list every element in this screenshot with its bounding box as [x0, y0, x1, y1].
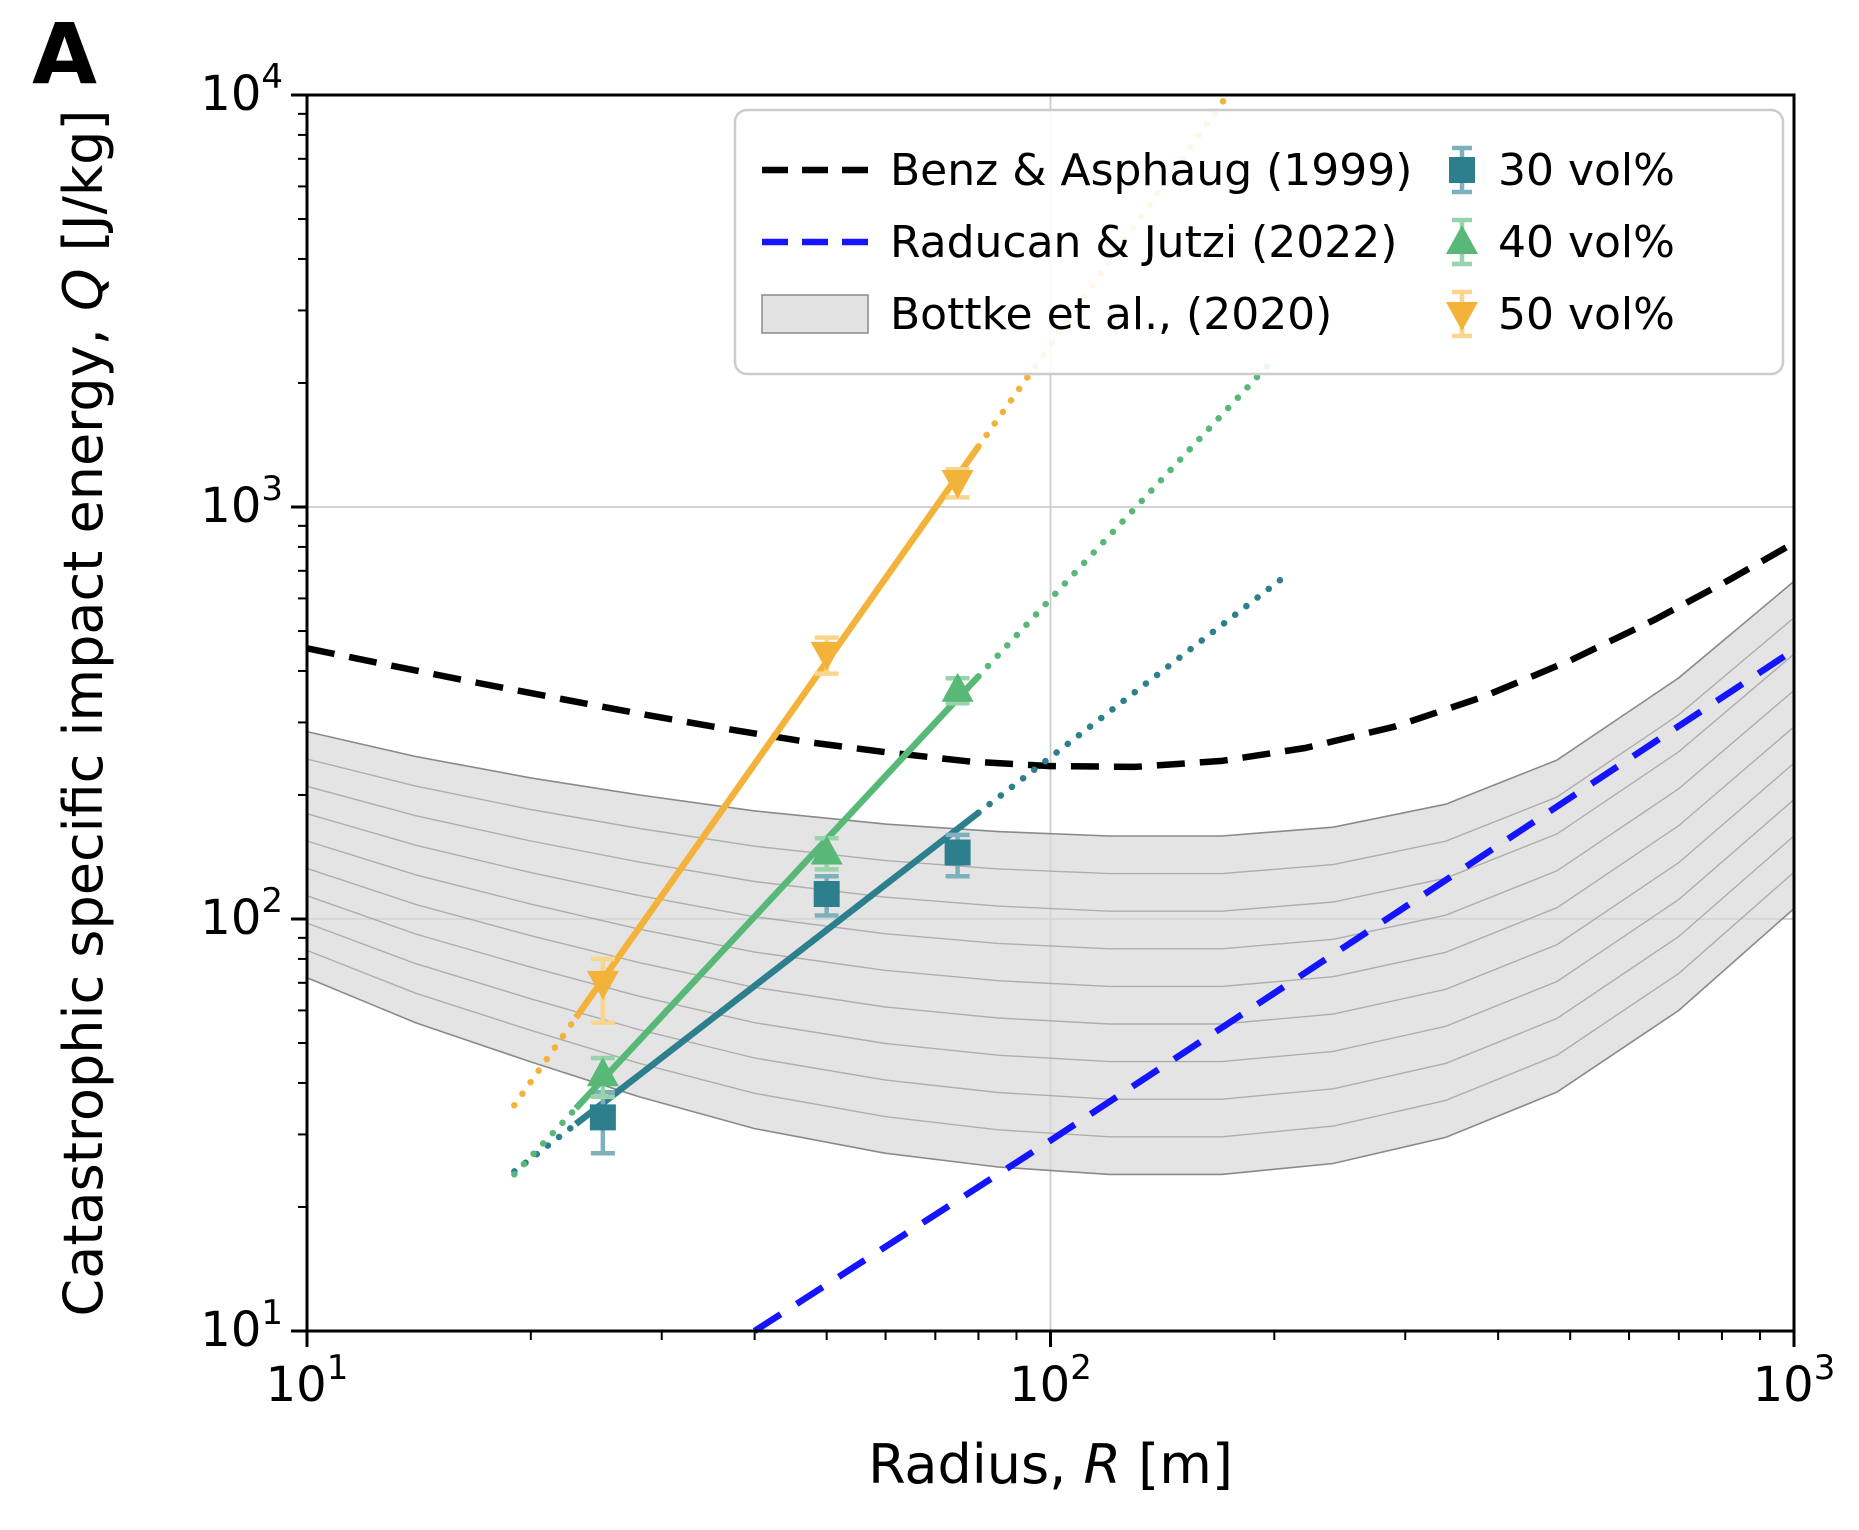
legend-label-bottke-et-al-2020: Bottke et al., (2020) — [890, 289, 1332, 340]
triangle-up-marker-icon — [1446, 225, 1478, 254]
band-inner-line — [306, 871, 1795, 1138]
x-tick-label: 101 — [266, 1348, 349, 1413]
panel-label: A — [32, 5, 98, 103]
triangle-down-marker-icon — [586, 970, 619, 1000]
band-bottke-et-al-2020 — [306, 580, 1795, 1176]
series-40-vol — [511, 355, 1278, 1178]
band-inner-line — [306, 798, 1795, 1063]
band-inner-line — [306, 762, 1795, 1025]
x-tick-label: 102 — [1009, 1348, 1092, 1413]
y-tick-label: 103 — [200, 469, 283, 534]
square-marker-icon — [813, 880, 840, 907]
legend-sample-bottke-et-al-2020 — [761, 294, 869, 334]
triangle-up-marker-icon — [810, 835, 843, 865]
legend-label-benz-asphaug-1999: Benz & Asphaug (1999) — [890, 145, 1412, 196]
square-marker-icon — [944, 839, 971, 866]
triangle-up-marker-icon — [586, 1057, 619, 1087]
legend-label-50-vol: 50 vol% — [1498, 289, 1675, 340]
legend-label-30-vol: 30 vol% — [1498, 145, 1675, 196]
y-tick-label: 102 — [200, 881, 283, 946]
y-axis-title: Catastrophic specific impact energy, Q [… — [52, 110, 115, 1317]
square-marker-icon — [1449, 157, 1475, 183]
y-tick-label: 104 — [200, 57, 283, 122]
band-inner-line — [306, 726, 1795, 988]
curve-raducan-jutzi-2022 — [752, 647, 1796, 1334]
x-tick-label: 103 — [1753, 1348, 1836, 1413]
curve-benz-asphaug-1999 — [306, 540, 1796, 771]
series-50-vol — [511, 91, 1231, 1109]
x-axis-title: Radius, R [m] — [868, 1433, 1233, 1496]
band-inner-line — [306, 689, 1795, 950]
band-inner-line — [306, 617, 1795, 875]
legend: Benz & Asphaug (1999) Raducan & Jutzi (20… — [733, 108, 1785, 376]
triangle-up-marker-icon — [941, 672, 974, 702]
band-inner-line — [306, 653, 1795, 912]
axis-ticks — [291, 93, 1796, 1347]
tick-labels: 101 102 103 101 102 103 104 — [200, 57, 1835, 1413]
y-tick-label: 101 — [200, 1293, 283, 1358]
legend-label-raducan-jutzi-2022: Raducan & Jutzi (2022) — [890, 217, 1397, 268]
legend-label-40-vol: 40 vol% — [1498, 217, 1675, 268]
band-inner-line — [306, 835, 1795, 1100]
series-30-vol — [511, 575, 1286, 1175]
legend-box — [733, 108, 1785, 376]
triangle-down-marker-icon — [810, 641, 843, 671]
triangle-down-marker-icon — [1446, 302, 1478, 331]
triangle-down-marker-icon — [941, 469, 974, 499]
square-marker-icon — [589, 1104, 616, 1131]
